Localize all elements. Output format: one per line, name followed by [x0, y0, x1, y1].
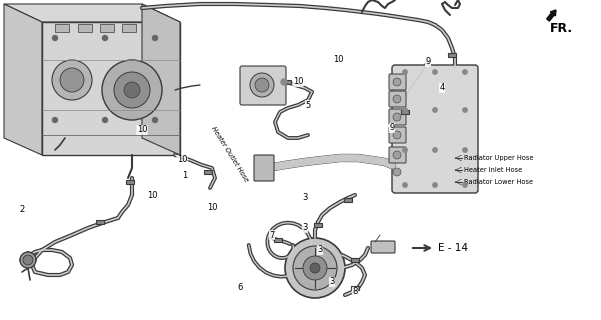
- Circle shape: [393, 151, 401, 159]
- Text: 3: 3: [302, 223, 308, 233]
- Bar: [351, 258, 359, 262]
- Bar: [344, 197, 352, 203]
- Circle shape: [52, 36, 58, 41]
- Polygon shape: [4, 4, 42, 155]
- Polygon shape: [4, 4, 180, 22]
- Circle shape: [102, 60, 162, 120]
- Text: Radiator Lower Hose: Radiator Lower Hose: [464, 179, 533, 185]
- Circle shape: [403, 183, 407, 187]
- Circle shape: [393, 168, 401, 176]
- Circle shape: [403, 70, 407, 74]
- Bar: [351, 285, 359, 290]
- Text: Heater Outlet Hose: Heater Outlet Hose: [210, 125, 249, 183]
- Polygon shape: [4, 4, 142, 138]
- Text: 10: 10: [137, 125, 147, 134]
- Text: 9: 9: [426, 58, 431, 67]
- Bar: [78, 24, 92, 32]
- Text: 8: 8: [352, 287, 358, 297]
- Circle shape: [303, 256, 327, 280]
- FancyBboxPatch shape: [389, 109, 406, 125]
- Circle shape: [393, 113, 401, 121]
- FancyBboxPatch shape: [389, 91, 406, 107]
- Circle shape: [52, 60, 92, 100]
- FancyArrow shape: [547, 10, 556, 21]
- Circle shape: [153, 117, 157, 123]
- Circle shape: [124, 82, 140, 98]
- FancyBboxPatch shape: [254, 155, 274, 181]
- Circle shape: [403, 108, 407, 112]
- Bar: [448, 52, 456, 57]
- Bar: [126, 180, 134, 184]
- Text: 2: 2: [19, 205, 25, 214]
- Circle shape: [281, 79, 287, 85]
- FancyBboxPatch shape: [240, 66, 286, 105]
- Circle shape: [393, 95, 401, 103]
- Polygon shape: [42, 22, 180, 155]
- Circle shape: [153, 36, 157, 41]
- Text: 6: 6: [237, 284, 243, 292]
- Text: 10: 10: [207, 204, 217, 212]
- Text: Heater Inlet Hose: Heater Inlet Hose: [464, 167, 522, 173]
- FancyBboxPatch shape: [389, 147, 406, 163]
- Circle shape: [103, 117, 108, 123]
- Text: Radiator Upper Hose: Radiator Upper Hose: [464, 155, 534, 161]
- Text: 1: 1: [182, 171, 188, 180]
- Text: 10: 10: [293, 77, 304, 86]
- Circle shape: [293, 246, 337, 290]
- Bar: [55, 24, 69, 32]
- Circle shape: [52, 117, 58, 123]
- Circle shape: [250, 73, 274, 97]
- Circle shape: [23, 255, 33, 265]
- Bar: [96, 220, 104, 224]
- Text: 3: 3: [317, 245, 323, 254]
- Bar: [100, 24, 114, 32]
- Circle shape: [393, 78, 401, 86]
- FancyBboxPatch shape: [392, 65, 478, 193]
- Circle shape: [103, 36, 108, 41]
- Circle shape: [463, 183, 467, 187]
- Polygon shape: [142, 4, 180, 155]
- Circle shape: [463, 70, 467, 74]
- Text: 5: 5: [305, 100, 311, 109]
- Circle shape: [433, 108, 437, 112]
- Bar: [204, 170, 212, 174]
- Bar: [274, 237, 282, 243]
- FancyBboxPatch shape: [389, 74, 406, 90]
- Circle shape: [285, 238, 345, 298]
- Text: 10: 10: [333, 55, 343, 65]
- Text: 7: 7: [269, 230, 275, 239]
- Text: 3: 3: [302, 194, 308, 203]
- Text: E - 14: E - 14: [438, 243, 468, 253]
- Text: FR.: FR.: [550, 22, 573, 35]
- Circle shape: [255, 78, 269, 92]
- Circle shape: [20, 252, 36, 268]
- Circle shape: [60, 68, 84, 92]
- FancyBboxPatch shape: [389, 127, 406, 143]
- Circle shape: [433, 183, 437, 187]
- Circle shape: [310, 263, 320, 273]
- Text: 10: 10: [147, 190, 157, 199]
- Circle shape: [463, 108, 467, 112]
- Circle shape: [433, 70, 437, 74]
- Text: 3: 3: [329, 277, 335, 286]
- Bar: [401, 109, 409, 115]
- Bar: [284, 80, 291, 84]
- Circle shape: [114, 72, 150, 108]
- Circle shape: [403, 148, 407, 152]
- Bar: [314, 223, 322, 228]
- Circle shape: [393, 131, 401, 139]
- Circle shape: [433, 148, 437, 152]
- Bar: [122, 24, 136, 32]
- Text: 10: 10: [177, 156, 188, 164]
- Text: 4: 4: [439, 84, 445, 92]
- Circle shape: [463, 148, 467, 152]
- Text: 9: 9: [389, 124, 395, 132]
- FancyBboxPatch shape: [371, 241, 395, 253]
